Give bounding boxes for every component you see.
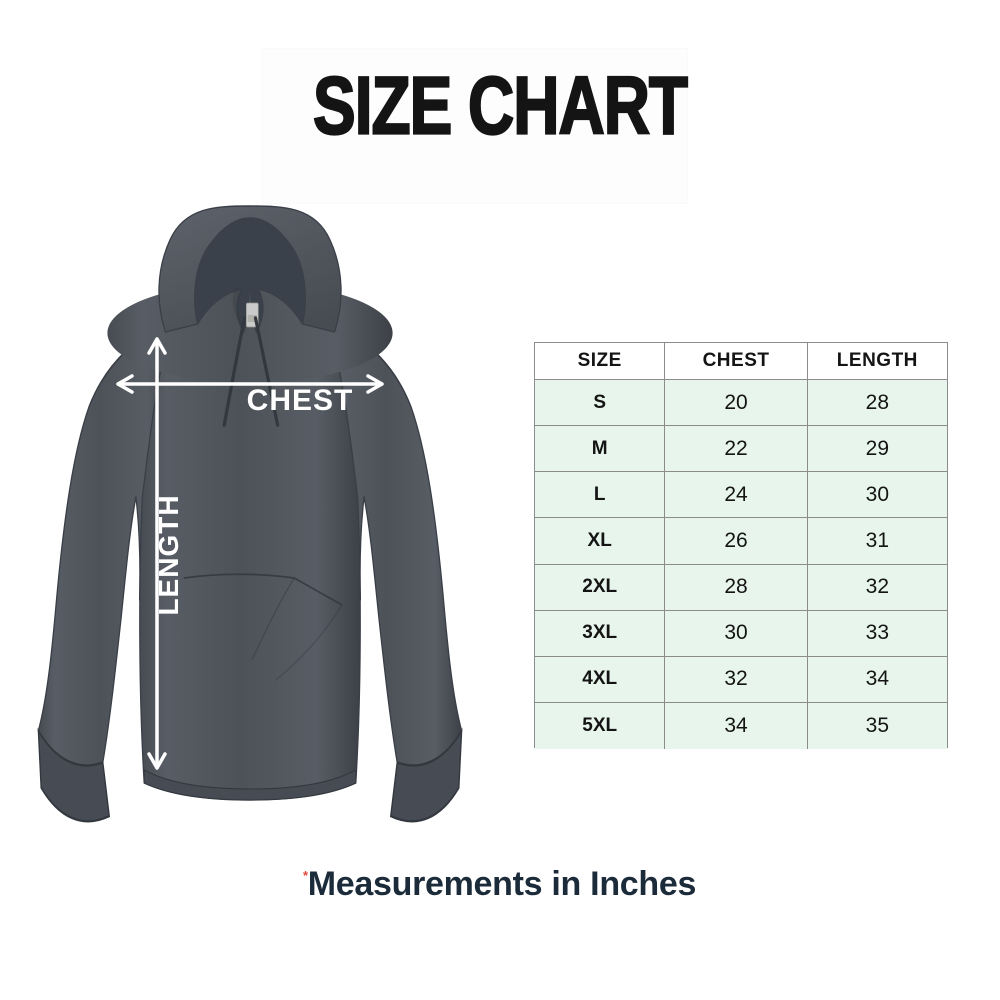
svg-text:CHEST: CHEST xyxy=(247,384,354,417)
svg-text:LENGTH: LENGTH xyxy=(153,494,184,615)
